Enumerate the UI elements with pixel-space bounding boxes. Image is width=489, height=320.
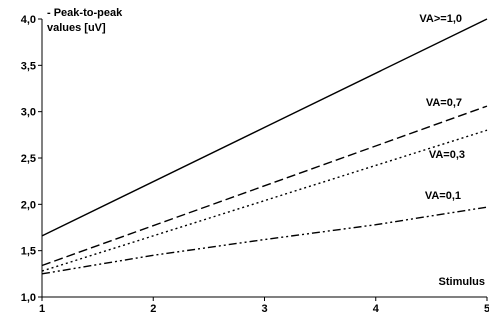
x-tick-label: 1 xyxy=(39,303,45,315)
y-axis-title: - Peak-to-peak xyxy=(47,7,123,19)
series-line xyxy=(42,130,487,271)
y-tick-label: 3,5 xyxy=(21,60,36,72)
x-tick-label: 4 xyxy=(373,303,380,315)
y-tick-label: 1,5 xyxy=(21,246,36,258)
series-line xyxy=(42,106,487,265)
x-tick-label: 5 xyxy=(484,303,489,315)
x-tick-label: 2 xyxy=(150,303,156,315)
y-tick-label: 1,0 xyxy=(21,292,36,304)
y-tick-label: 4,0 xyxy=(21,14,36,26)
series-label: VA=0,1 xyxy=(425,190,461,202)
series-label: VA=0,3 xyxy=(429,149,465,161)
y-tick-label: 2,0 xyxy=(21,199,36,211)
series-label: VA=0,7 xyxy=(426,97,462,109)
y-axis-title: values [uV] xyxy=(47,22,106,34)
y-tick-label: 2,5 xyxy=(21,153,36,165)
series-label: VA>=1,0 xyxy=(419,13,462,25)
labels-group: VA>=1,0 VA=0,7 VA=0,3 VA=0,1 - Peak-to-peak v… xyxy=(47,7,485,288)
axes: 1,0 1,5 2,0 2,5 3,0 3,5 4,0 1 2 3 4 5 xyxy=(21,14,489,315)
series-line xyxy=(42,207,487,274)
y-tick-label: 3,0 xyxy=(21,107,36,119)
x-tick-label: 3 xyxy=(261,303,267,315)
series-line xyxy=(42,19,487,236)
series-group xyxy=(42,19,487,274)
x-axis-title: Stimulus xyxy=(439,276,485,288)
